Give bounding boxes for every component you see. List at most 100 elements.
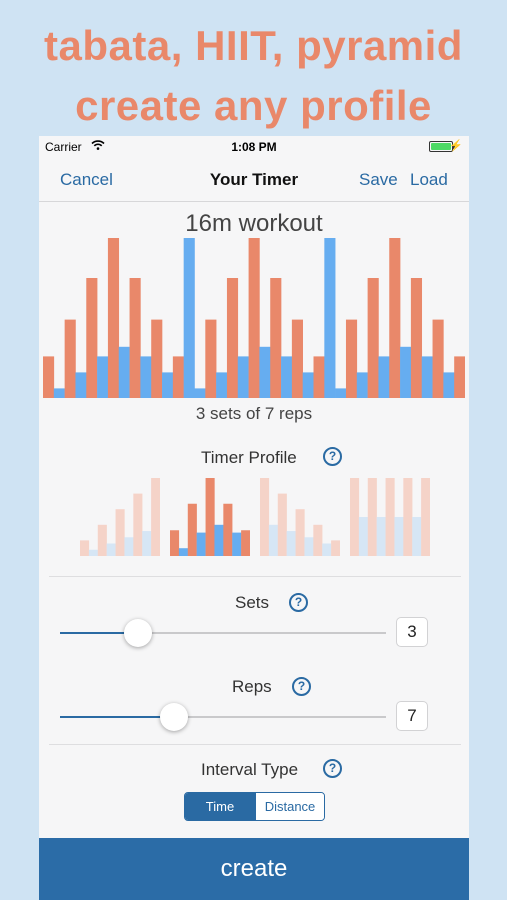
- interval-type-label: Interval Type: [201, 760, 299, 779]
- cancel-button[interactable]: Cancel: [60, 170, 113, 189]
- work-interval-bar: [151, 319, 163, 398]
- sets-slider-thumb[interactable]: [124, 619, 153, 647]
- profile-work-bar: [241, 530, 250, 556]
- profile-option-constant[interactable]: [350, 474, 430, 556]
- reps-slider[interactable]: [60, 703, 386, 731]
- profile-rest-bar: [178, 548, 188, 556]
- divider: [49, 576, 461, 577]
- work-interval-bar: [172, 356, 184, 398]
- work-interval-bar: [345, 319, 358, 398]
- profile-rest-bar: [142, 531, 152, 556]
- navigation-bar: Cancel Your Timer Save Load: [39, 158, 469, 202]
- rest-interval-bar: [335, 388, 347, 398]
- page-title: Your Timer: [209, 170, 299, 189]
- timer-profile-label: Timer Profile: [201, 448, 297, 467]
- sets-slider[interactable]: [60, 619, 386, 647]
- profile-work-bar: [205, 478, 215, 556]
- timer-profile-help-icon[interactable]: ?: [323, 447, 342, 466]
- profile-option-ascending[interactable]: [80, 474, 160, 556]
- rest-interval-bar: [378, 356, 390, 398]
- profile-work-bar: [277, 493, 287, 556]
- profile-rest-bar: [304, 537, 314, 556]
- rest-interval-bar: [118, 346, 130, 398]
- battery-icon: [429, 141, 455, 152]
- workout-summary: 3 sets of 7 reps: [195, 404, 313, 423]
- work-interval-bar: [43, 356, 55, 398]
- sets-label: Sets: [235, 593, 270, 612]
- profile-work-bar: [170, 530, 180, 556]
- profile-rest-bar: [268, 524, 278, 556]
- profile-rest-bar: [88, 549, 98, 556]
- save-button[interactable]: Save: [359, 170, 398, 189]
- profile-work-bar: [403, 478, 413, 556]
- load-button[interactable]: Load: [410, 170, 448, 189]
- rest-interval-bar: [302, 372, 314, 398]
- profile-rest-bar: [412, 517, 422, 556]
- profile-rest-bar: [106, 543, 116, 556]
- divider: [49, 744, 461, 745]
- profile-work-bar: [295, 509, 305, 556]
- work-interval-bar: [389, 238, 401, 398]
- rest-interval-bar: [140, 356, 152, 398]
- work-interval-bar: [86, 278, 98, 398]
- work-interval-bar: [205, 319, 217, 398]
- create-button[interactable]: create: [39, 838, 469, 900]
- reps-slider-thumb[interactable]: [160, 703, 189, 731]
- status-bar: Carrier 1:08 PM ⚡: [39, 136, 469, 158]
- reps-help-icon[interactable]: ?: [292, 677, 311, 696]
- rest-interval-bar: [194, 388, 206, 398]
- work-interval-bar: [454, 356, 465, 398]
- work-interval-bar: [226, 278, 239, 398]
- profile-rest-bar: [232, 532, 242, 556]
- profile-work-bar: [350, 478, 360, 556]
- profile-work-bar: [313, 524, 323, 556]
- sets-help-icon[interactable]: ?: [289, 593, 308, 612]
- profile-rest-bar: [322, 543, 332, 556]
- work-interval-bar: [248, 238, 260, 398]
- charging-icon: ⚡: [449, 140, 463, 152]
- work-interval-bar: [432, 319, 444, 398]
- profile-work-bar: [223, 503, 233, 556]
- rest-interval-bar: [53, 388, 65, 398]
- rest-interval-bar: [75, 372, 87, 398]
- work-interval-bar: [270, 278, 282, 398]
- reps-value[interactable]: 7: [396, 701, 428, 731]
- rest-interval-bar: [97, 356, 109, 398]
- promo-headline: tabata, HIIT, pyramid: [44, 22, 463, 69]
- interval-type-help-icon[interactable]: ?: [323, 759, 342, 778]
- work-interval-bar: [410, 278, 423, 398]
- profile-rest-bar: [286, 531, 296, 556]
- work-interval-bar: [64, 319, 76, 398]
- phone-screen: Carrier 1:08 PM ⚡ Cancel Your Timer Save…: [39, 136, 469, 900]
- interval-type-distance-segment[interactable]: Distance: [255, 793, 324, 820]
- profile-work-bar: [133, 493, 143, 556]
- carrier-label: Carrier: [45, 140, 82, 154]
- rest-interval-bar: [356, 372, 368, 398]
- work-interval-bar: [107, 238, 120, 398]
- profile-work-bar: [115, 509, 125, 556]
- rest-interval-bar: [216, 372, 228, 398]
- promo-subheadline: create any profile: [75, 82, 432, 129]
- profile-work-bar: [97, 524, 107, 556]
- profile-option-descending[interactable]: [260, 474, 340, 556]
- sets-slider-fill: [60, 632, 139, 634]
- profile-work-bar: [331, 540, 340, 556]
- rest-interval-bar: [443, 372, 455, 398]
- profile-rest-bar: [196, 532, 206, 556]
- profile-work-bar: [187, 503, 197, 556]
- workout-duration-title: 16m workout: [185, 210, 323, 237]
- profile-work-bar: [151, 478, 160, 556]
- wifi-icon: [91, 140, 105, 150]
- profile-option-pyramid[interactable]: [170, 474, 250, 556]
- work-interval-bar: [367, 278, 379, 398]
- workout-interval-chart: [43, 238, 465, 398]
- sets-value[interactable]: 3: [396, 617, 428, 647]
- work-interval-bar: [313, 356, 325, 398]
- rest-interval-bar: [237, 356, 249, 398]
- reps-slider-fill: [60, 716, 175, 718]
- interval-type-time-segment[interactable]: Time: [185, 793, 255, 820]
- profile-rest-bar: [376, 517, 386, 556]
- rest-interval-bar: [400, 346, 412, 398]
- work-interval-bar: [291, 319, 303, 398]
- set-rest-bar: [183, 238, 195, 398]
